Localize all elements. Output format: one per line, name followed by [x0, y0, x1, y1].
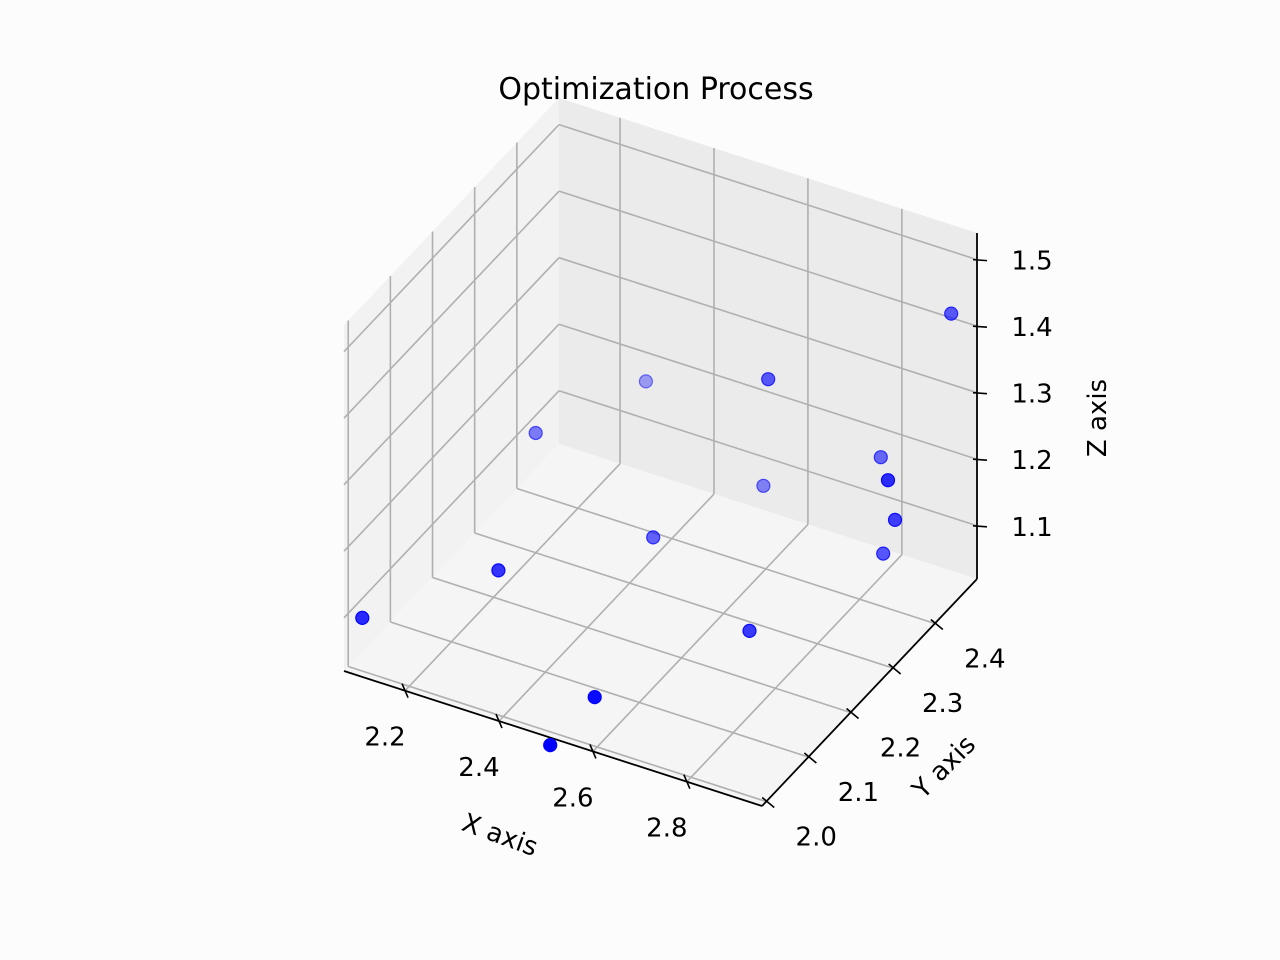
- data-point: [491, 563, 506, 578]
- y-tick-label: 2.0: [796, 823, 837, 853]
- z-tick-mark: [972, 258, 988, 262]
- grid-line-z: [558, 256, 978, 394]
- data-point: [880, 473, 896, 488]
- grid-line-y: [474, 532, 893, 669]
- y-tick-label: 2.2: [880, 734, 921, 764]
- grid-line-x: [498, 493, 715, 722]
- data-point: [756, 478, 771, 493]
- y-tick-mark: [888, 663, 902, 675]
- x-tick-label: 2.4: [458, 753, 499, 783]
- x-tick-mark: [589, 744, 597, 759]
- z-tick-label: 1.3: [1011, 380, 1052, 410]
- z-tick-label: 1.4: [1011, 313, 1052, 343]
- data-point: [761, 372, 776, 387]
- data-point: [587, 689, 602, 705]
- grid-line-z: [343, 390, 560, 619]
- z-axis-label: Z axis: [1083, 379, 1113, 457]
- grid-lines: [343, 117, 978, 803]
- y-axis-line: [761, 578, 978, 807]
- data-point: [887, 512, 903, 528]
- grid-line-x: [686, 554, 903, 783]
- data-point: [355, 610, 370, 626]
- y-tick-label: 2.1: [838, 778, 879, 808]
- grid-line-y: [347, 665, 767, 803]
- tick-labels: 2.22.42.62.8 2.02.12.22.32.41.11.21.31.41…: [364, 247, 1052, 853]
- data-point: [876, 546, 891, 561]
- z-tick-label: 1.5: [1011, 247, 1052, 277]
- grid-line-z: [558, 123, 978, 261]
- z-tick-mark: [972, 458, 988, 462]
- z-tick-mark: [972, 524, 988, 528]
- data-point: [646, 530, 661, 545]
- z-tick-mark: [972, 391, 988, 395]
- y-tick-label: 2.3: [922, 689, 963, 719]
- data-point: [543, 737, 558, 753]
- grid-line-z: [558, 390, 978, 527]
- z-tick-label: 1.1: [1011, 513, 1052, 543]
- x-tick-mark: [683, 774, 691, 790]
- pane-back: [559, 98, 977, 579]
- z-tick-mark: [972, 325, 988, 328]
- data-point: [944, 306, 959, 321]
- data-points: [355, 306, 959, 753]
- axis-lines: [343, 233, 988, 809]
- pane-left: [344, 98, 559, 671]
- data-point: [638, 374, 654, 389]
- data-point: [873, 450, 888, 465]
- grid-line-y: [390, 621, 809, 758]
- grid-line-z: [343, 190, 560, 419]
- grid-line-x: [592, 523, 809, 752]
- grid-line-z: [343, 124, 560, 353]
- x-tick-mark: [401, 683, 409, 699]
- grid-line-y: [432, 576, 851, 714]
- y-tick-mark: [761, 796, 775, 809]
- x-tick-label: 2.2: [364, 723, 405, 753]
- grid-line-y: [516, 487, 936, 625]
- data-point: [528, 425, 543, 441]
- z-tick-label: 1.2: [1011, 446, 1052, 476]
- grid-line-z: [558, 190, 978, 327]
- x-axis-line: [343, 670, 763, 807]
- grid-line-x: [404, 463, 621, 692]
- x-axis-label: X axis: [458, 808, 542, 863]
- grid-line-z: [343, 257, 560, 486]
- x-tick-label: 2.6: [552, 783, 593, 813]
- x-tick-mark: [495, 713, 503, 729]
- grid-line-z: [343, 323, 560, 552]
- y-tick-mark: [803, 752, 817, 764]
- data-point: [742, 623, 757, 639]
- x-tick-label: 2.8: [646, 814, 687, 844]
- y-tick-label: 2.4: [964, 645, 1005, 675]
- chart-title: Optimization Process: [498, 72, 813, 107]
- y-tick-mark: [930, 618, 944, 631]
- y-tick-mark: [846, 707, 860, 720]
- grid-line-z: [558, 323, 978, 460]
